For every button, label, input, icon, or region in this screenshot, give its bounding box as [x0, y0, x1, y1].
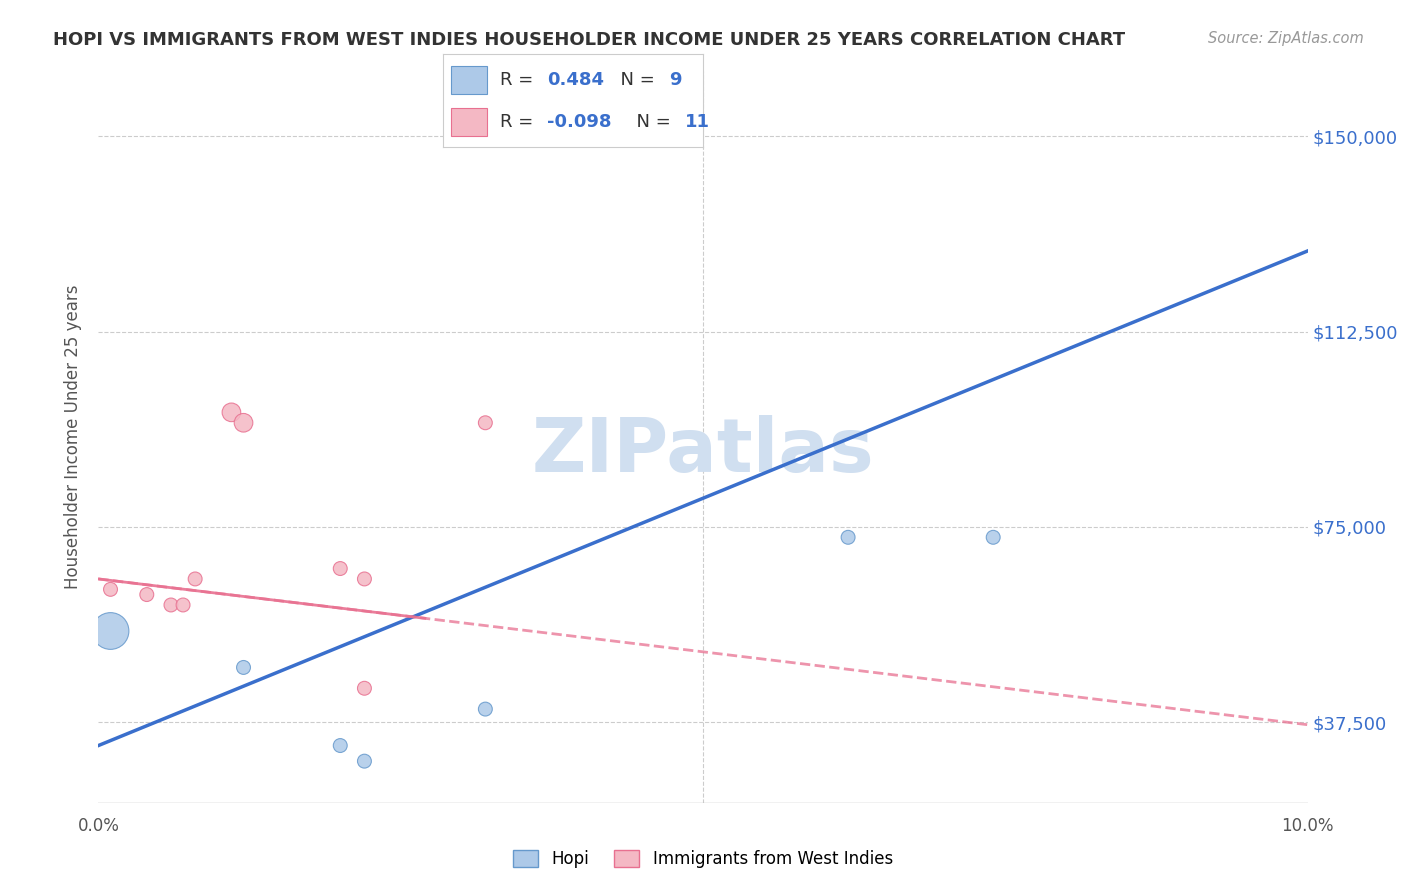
Point	[232, 660, 254, 674]
Text: 11: 11	[685, 113, 710, 131]
Text: Source: ZipAtlas.com: Source: ZipAtlas.com	[1208, 31, 1364, 46]
Point	[135, 588, 157, 602]
Point	[221, 405, 243, 419]
Point	[184, 572, 207, 586]
Point	[981, 530, 1004, 544]
Text: HOPI VS IMMIGRANTS FROM WEST INDIES HOUSEHOLDER INCOME UNDER 25 YEARS CORRELATIO: HOPI VS IMMIGRANTS FROM WEST INDIES HOUS…	[53, 31, 1126, 49]
Bar	[451, 108, 486, 136]
Point	[329, 739, 352, 753]
Text: -0.098: -0.098	[547, 113, 612, 131]
Point	[353, 681, 375, 696]
Point	[837, 530, 859, 544]
Text: N =: N =	[624, 113, 676, 131]
Point	[160, 598, 183, 612]
Text: N =: N =	[609, 70, 661, 88]
Point	[172, 598, 194, 612]
Point	[232, 416, 254, 430]
Text: R =: R =	[501, 70, 538, 88]
Point	[100, 624, 122, 638]
Point	[329, 561, 352, 575]
Text: R =: R =	[501, 113, 538, 131]
Legend: Hopi, Immigrants from West Indies: Hopi, Immigrants from West Indies	[506, 844, 900, 875]
Y-axis label: Householder Income Under 25 years: Householder Income Under 25 years	[65, 285, 83, 590]
Text: 0.484: 0.484	[547, 70, 605, 88]
Point	[353, 572, 375, 586]
Point	[474, 702, 496, 716]
Point	[353, 754, 375, 768]
Text: 9: 9	[669, 70, 682, 88]
Point	[474, 416, 496, 430]
Bar	[451, 66, 486, 94]
Text: ZIPatlas: ZIPatlas	[531, 415, 875, 488]
Point	[100, 582, 122, 597]
